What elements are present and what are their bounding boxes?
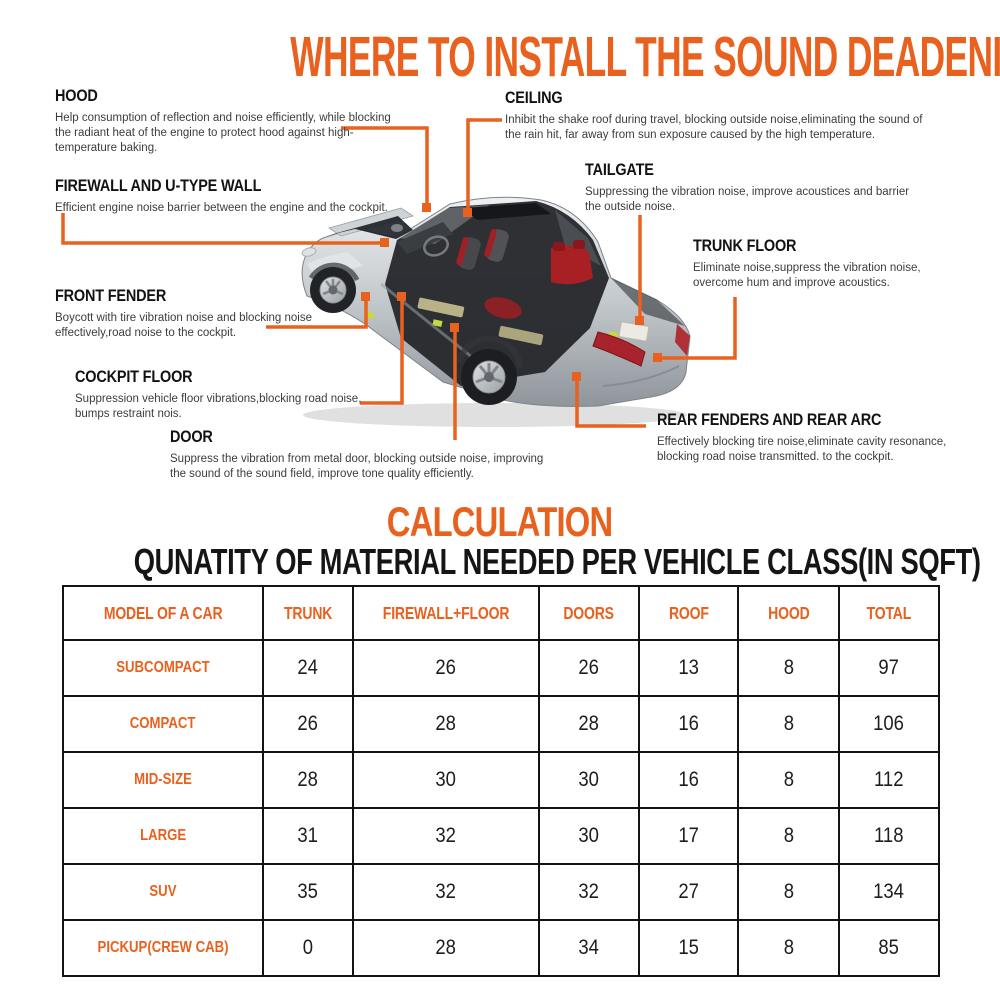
value-cell: 28 (352, 919, 540, 977)
label-front-fender: FRONT FENDER Boycott with tire vibration… (55, 286, 367, 341)
model-cell: PICKUP(CREW CAB) (62, 919, 264, 977)
col-header-total: TOTAL (838, 585, 940, 641)
value-cell: 16 (638, 751, 739, 809)
value-cell: 8 (737, 639, 840, 697)
model-cell: SUV (62, 863, 264, 921)
label-rear-fenders-desc: Effectively blocking tire noise,eliminat… (657, 436, 947, 463)
label-cockpit-floor-title: COCKPIT FLOOR (75, 367, 193, 386)
label-firewall-desc: Efficient engine noise barrier between t… (55, 202, 388, 214)
label-trunk-floor-desc: Eliminate noise,suppress the vibration n… (693, 262, 921, 289)
label-ceiling: CEILING Inhibit the shake roof during tr… (505, 88, 937, 143)
material-table: MODEL OF A CAR TRUNK FIREWALL+FLOOR DOOR… (62, 585, 940, 977)
value-cell: 26 (538, 639, 640, 697)
rear-wheel (461, 349, 517, 405)
page-title-text: WHERE TO INSTALL THE SOUND DEADENING MAT… (290, 25, 1000, 89)
value-cell: 13 (638, 639, 739, 697)
label-firewall: FIREWALL AND U-TYPE WALL Efficient engin… (55, 176, 455, 216)
label-door-title: DOOR (170, 427, 213, 446)
model-cell: MID-SIZE (62, 751, 264, 809)
table-row: MID-SIZE 28 30 30 16 8 112 (62, 751, 940, 809)
car-cutaway-illustration (301, 196, 691, 427)
value-cell: 112 (838, 751, 940, 809)
label-hood: HOOD Help consumption of reflection and … (55, 86, 407, 156)
col-header-hood: HOOD (737, 585, 840, 641)
value-cell: 32 (352, 863, 540, 921)
value-cell: 32 (352, 807, 540, 865)
label-firewall-title: FIREWALL AND U-TYPE WALL (55, 176, 262, 195)
label-hood-desc: Help consumption of reflection and noise… (55, 112, 391, 154)
value-cell: 0 (262, 919, 354, 977)
value-cell: 118 (838, 807, 940, 865)
value-cell: 26 (262, 695, 354, 753)
value-cell: 8 (737, 807, 840, 865)
value-cell: 30 (538, 751, 640, 809)
value-cell: 8 (737, 695, 840, 753)
table-row: LARGE 31 32 30 17 8 118 (62, 807, 940, 865)
value-cell: 16 (638, 695, 739, 753)
value-cell: 85 (838, 919, 940, 977)
value-cell: 17 (638, 807, 739, 865)
model-cell: COMPACT (62, 695, 264, 753)
value-cell: 134 (838, 863, 940, 921)
calculation-subtitle: QUNATITY OF MATERIAL NEEDED PER VEHICLE … (133, 541, 981, 582)
label-rear-fenders-title: REAR FENDERS AND REAR ARC (657, 410, 882, 429)
value-cell: 34 (538, 919, 640, 977)
table-row: SUV 35 32 32 27 8 134 (62, 863, 940, 921)
col-header-trunk: TRUNK (262, 585, 354, 641)
value-cell: 32 (538, 863, 640, 921)
col-header-roof: ROOF (638, 585, 739, 641)
model-cell: SUBCOMPACT (62, 639, 264, 697)
value-cell: 8 (737, 751, 840, 809)
value-cell: 35 (262, 863, 354, 921)
label-rear-fenders: REAR FENDERS AND REAR ARC Effectively bl… (657, 410, 967, 465)
value-cell: 15 (638, 919, 739, 977)
value-cell: 31 (262, 807, 354, 865)
value-cell: 106 (838, 695, 940, 753)
label-trunk-floor-title: TRUNK FLOOR (693, 236, 797, 255)
col-header-firewall-floor: FIREWALL+FLOOR (352, 585, 540, 641)
value-cell: 26 (352, 639, 540, 697)
value-cell: 27 (638, 863, 739, 921)
table-row: SUBCOMPACT 24 26 26 13 8 97 (62, 639, 940, 697)
value-cell: 97 (838, 639, 940, 697)
model-cell: LARGE (62, 807, 264, 865)
label-front-fender-desc: Boycott with tire vibration noise and bl… (55, 312, 312, 339)
value-cell: 8 (737, 863, 840, 921)
label-cockpit-floor: COCKPIT FLOOR Suppression vehicle floor … (75, 367, 383, 422)
label-ceiling-title: CEILING (505, 88, 563, 107)
value-cell: 30 (538, 807, 640, 865)
value-cell: 24 (262, 639, 354, 697)
label-front-fender-title: FRONT FENDER (55, 286, 167, 305)
page-title: WHERE TO INSTALL THE SOUND DEADENING MAT… (0, 24, 1000, 90)
table-row: COMPACT 26 28 28 16 8 106 (62, 695, 940, 753)
label-trunk-floor: TRUNK FLOOR Eliminate noise,suppress the… (693, 236, 973, 291)
calculation-title: CALCULATION (387, 498, 613, 545)
value-cell: 28 (352, 695, 540, 753)
value-cell: 30 (352, 751, 540, 809)
value-cell: 8 (737, 919, 840, 977)
col-header-doors: DOORS (538, 585, 640, 641)
label-hood-title: HOOD (55, 86, 98, 105)
table-header-row: MODEL OF A CAR TRUNK FIREWALL+FLOOR DOOR… (62, 585, 940, 641)
label-tailgate-title: TAILGATE (585, 160, 654, 179)
label-ceiling-desc: Inhibit the shake roof during travel, bl… (505, 114, 923, 141)
label-tailgate: TAILGATE Suppressing the vibration noise… (585, 160, 915, 215)
label-door-desc: Suppress the vibration from metal door, … (170, 453, 544, 480)
label-door: DOOR Suppress the vibration from metal d… (170, 427, 562, 482)
label-cockpit-floor-desc: Suppression vehicle floor vibrations,blo… (75, 393, 362, 420)
value-cell: 28 (538, 695, 640, 753)
col-header-model: MODEL OF A CAR (62, 585, 264, 641)
label-tailgate-desc: Suppressing the vibration noise, improve… (585, 186, 910, 213)
table-row: PICKUP(CREW CAB) 0 28 34 15 8 85 (62, 919, 940, 977)
value-cell: 28 (262, 751, 354, 809)
